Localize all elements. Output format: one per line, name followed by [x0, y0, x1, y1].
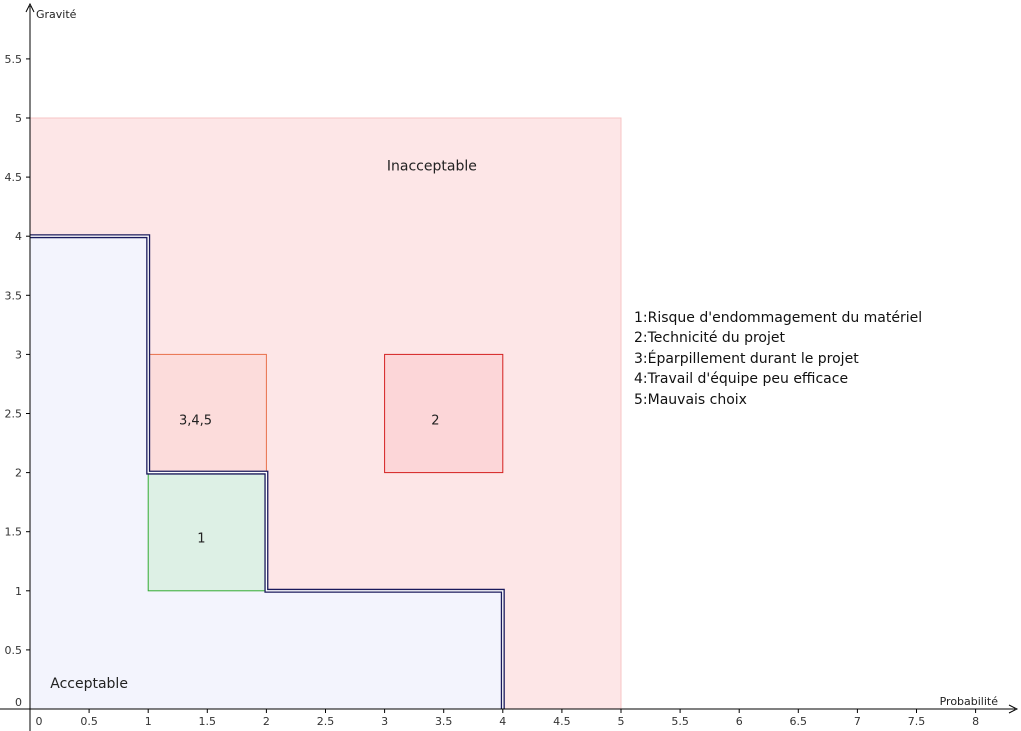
acceptable-boundary-inner [30, 235, 504, 709]
x-tick-label: 4 [499, 715, 506, 728]
x-tick-label: 5 [618, 715, 625, 728]
y-tick-label: 5 [15, 112, 22, 125]
x-tick-label: 3 [381, 715, 388, 728]
risk-label-1: 1 [197, 532, 205, 547]
y-tick-label: 2 [15, 467, 22, 480]
y-tick-label: 3.5 [5, 289, 23, 302]
zone-label-acceptable: Acceptable [50, 676, 128, 692]
x-tick-label: 0 [36, 715, 43, 728]
y-tick-label: 1.5 [5, 526, 23, 539]
legend-entry: 3:Éparpillement durant le projet [634, 350, 859, 367]
x-tick-label: 2.5 [317, 715, 335, 728]
y-axis-title: Gravité [36, 8, 77, 21]
x-axis-title: Probabilité [940, 695, 999, 708]
x-tick-label: 2 [263, 715, 270, 728]
risk-label-2: 2 [431, 413, 439, 428]
x-tick-label: 1.5 [199, 715, 217, 728]
y-tick-label: 3 [15, 348, 22, 361]
labels-layer: Inacceptable Acceptable 1 3,4,5 2 [50, 158, 477, 692]
y-tick-label: 4.5 [5, 171, 23, 184]
legend: 1:Risque d'endommagement du matériel 2:T… [634, 308, 922, 410]
x-axis-arrow [1008, 704, 1019, 714]
zones-layer [29, 117, 622, 710]
y-tick-label: 4 [15, 230, 22, 243]
legend-entry: 4:Travail d'équipe peu efficace [634, 371, 849, 388]
x-tick-label: 7 [854, 715, 861, 728]
x-tick-label: 0.5 [80, 715, 98, 728]
risks-layer [30, 234, 505, 709]
x-tick-label: 8 [972, 715, 979, 728]
legend-entry: 2:Technicité du projet [634, 330, 785, 347]
y-axis-arrow [25, 2, 35, 13]
risk-box-2 [384, 353, 504, 474]
y-tick-label: 0.5 [5, 644, 23, 657]
y-tick-label: 0 [15, 696, 22, 709]
legend-entry: 5:Mauvais choix [634, 391, 747, 408]
x-tick-label: 4.5 [553, 715, 571, 728]
x-tick-label: 5.5 [671, 715, 689, 728]
x-tick-label: 6 [736, 715, 743, 728]
y-tick-label: 1 [15, 585, 22, 598]
risk-box-1 [147, 472, 267, 592]
risk-label-3-4-5: 3,4,5 [179, 413, 212, 428]
x-tick-label: 7.5 [908, 715, 926, 728]
x-tick-label: 6.5 [790, 715, 808, 728]
y-tick-label: 5.5 [5, 53, 23, 66]
x-tick-label: 1 [145, 715, 152, 728]
legend-entry: 1:Risque d'endommagement du matériel [634, 310, 923, 326]
zone-label-inacceptable: Inacceptable [387, 158, 477, 174]
x-tick-label: 3.5 [435, 715, 453, 728]
y-tick-label: 2.5 [5, 408, 23, 421]
